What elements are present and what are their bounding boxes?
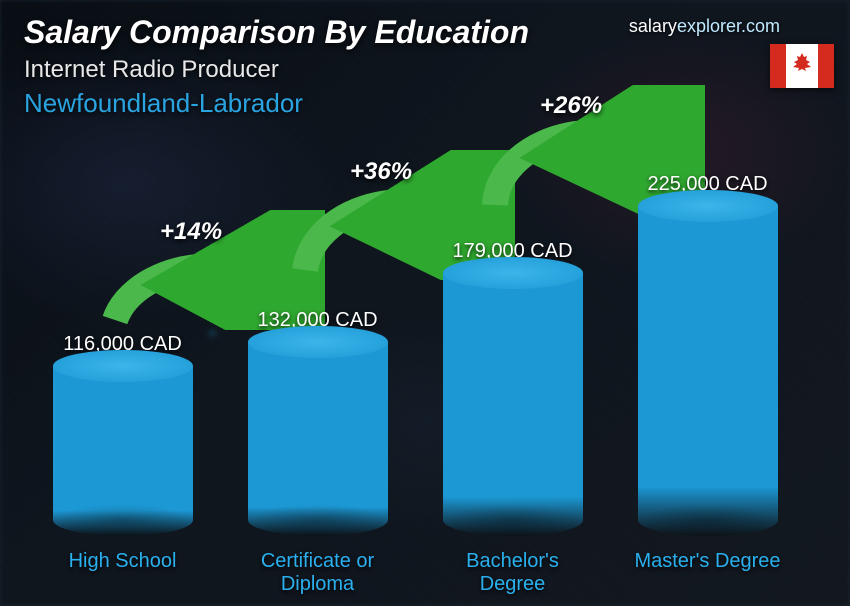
bar-chart: 116,000 CAD 132,000 CAD 179,000 CAD bbox=[40, 120, 790, 536]
bar-column: 225,000 CAD bbox=[628, 173, 788, 536]
bar-column: 116,000 CAD bbox=[43, 333, 203, 536]
x-label: Master's Degree bbox=[628, 550, 788, 596]
bar bbox=[443, 273, 583, 536]
brand-suffix: .com bbox=[741, 16, 780, 36]
bar bbox=[53, 366, 193, 536]
bar bbox=[248, 342, 388, 536]
country-flag-icon bbox=[770, 44, 834, 88]
chart-title: Salary Comparison By Education bbox=[24, 14, 529, 51]
bar bbox=[638, 206, 778, 536]
increment-label-3: +26% bbox=[540, 92, 602, 120]
x-axis-labels: High School Certificate or Diploma Bache… bbox=[40, 550, 790, 596]
bar-top bbox=[53, 350, 193, 382]
x-label: Bachelor's Degree bbox=[433, 550, 593, 596]
chart-region: Newfoundland-Labrador bbox=[24, 88, 303, 119]
brand-watermark: salaryexplorer.com bbox=[629, 16, 780, 37]
bar-top bbox=[248, 326, 388, 358]
x-label: High School bbox=[43, 550, 203, 596]
bar-top bbox=[638, 190, 778, 222]
bar-column: 179,000 CAD bbox=[433, 240, 593, 536]
brand-mid: explorer bbox=[677, 16, 741, 36]
chart-subtitle: Internet Radio Producer bbox=[24, 56, 279, 84]
bar-body bbox=[638, 206, 778, 536]
infographic-stage: Salary Comparison By Education Internet … bbox=[0, 0, 850, 606]
bar-column: 132,000 CAD bbox=[238, 309, 398, 536]
x-label: Certificate or Diploma bbox=[238, 550, 398, 596]
bar-body bbox=[443, 273, 583, 536]
bar-top bbox=[443, 257, 583, 289]
brand-prefix: salary bbox=[629, 16, 677, 36]
maple-leaf-icon bbox=[790, 53, 814, 79]
